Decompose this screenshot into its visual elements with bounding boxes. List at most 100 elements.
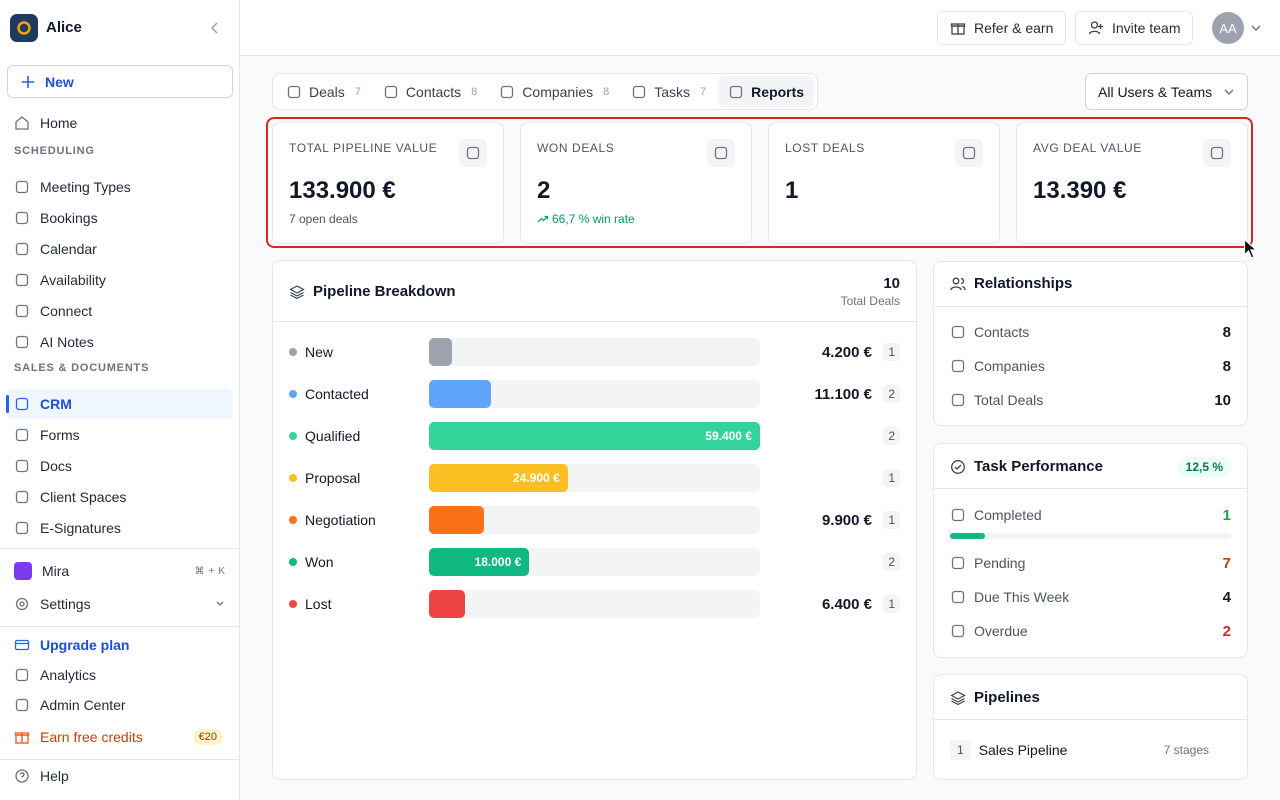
tasks-title: Task Performance — [974, 458, 1103, 475]
refer-button[interactable]: Refer & earn — [937, 11, 1067, 45]
nav-label: CRM — [40, 396, 72, 412]
upgrade[interactable]: Upgrade plan — [6, 630, 233, 660]
row-value: 10 — [1214, 391, 1231, 409]
assistant-name: Mira — [42, 563, 70, 579]
task-row: Due This Week 4 — [950, 585, 1231, 609]
icon — [15, 490, 29, 504]
tab[interactable]: Reports — [718, 76, 815, 107]
icon — [501, 85, 514, 98]
pipeline-row[interactable]: 1 Sales Pipeline 7 stages — [950, 738, 1231, 762]
icon — [287, 85, 301, 98]
invite-button[interactable]: Invite team — [1075, 11, 1194, 45]
nav-item[interactable]: Availability — [6, 265, 233, 295]
kpi-value: 13.390 € — [1033, 177, 1127, 204]
icon — [951, 325, 965, 339]
nav-label: AI Notes — [40, 334, 94, 350]
pipeline-title: Pipeline Breakdown — [313, 283, 456, 300]
icon — [1210, 146, 1224, 160]
icon — [15, 668, 29, 682]
nav-item[interactable]: Meeting Types — [6, 172, 233, 202]
stage-count: 1 — [883, 595, 900, 613]
stage-value: 24.900 € — [513, 471, 560, 485]
row-value: 7 — [1222, 554, 1231, 572]
kpi-value: 2 — [537, 177, 551, 204]
avatar[interactable]: AA — [1212, 12, 1244, 44]
row-value: 8 — [1222, 357, 1231, 375]
nav-item[interactable]: AI Notes — [6, 327, 233, 357]
kpi-card: TOTAL PIPELINE VALUE 133.900 € 7 open deal… — [272, 122, 504, 244]
new-button[interactable]: New — [7, 65, 233, 98]
relationships-card: Relationships Contacts 8 Companies 8 Total D… — [933, 261, 1248, 426]
bar-track — [429, 506, 760, 534]
nav-item[interactable]: Calendar — [6, 234, 233, 264]
stage-value: 59.400 € — [705, 429, 752, 443]
stage-dot — [289, 348, 297, 356]
stage-value: 11.100 € — [814, 386, 872, 403]
nav-item[interactable]: Home — [6, 108, 233, 138]
new-label: New — [45, 73, 74, 90]
tab[interactable]: Tasks 7 — [621, 76, 716, 107]
icon — [15, 698, 29, 712]
nav-item[interactable]: CRM — [6, 389, 233, 419]
filter-select[interactable]: All Users & Teams — [1085, 73, 1248, 110]
tab[interactable]: Deals 7 — [276, 76, 371, 107]
icon — [15, 211, 29, 225]
nav-label: E-Signatures — [40, 520, 121, 536]
stage-name: Qualified — [305, 428, 361, 444]
kpi-icon — [1203, 139, 1231, 167]
stage-name: Won — [305, 554, 334, 570]
nav-item[interactable]: Docs — [6, 451, 233, 481]
nav-label: Forms — [40, 427, 80, 443]
workspace-name[interactable]: Alice — [46, 19, 82, 36]
stage-name: Negotiation — [305, 512, 376, 528]
tab[interactable]: Companies 8 — [489, 76, 619, 107]
task-row: Overdue 2 — [950, 619, 1231, 643]
icon — [15, 304, 29, 318]
relationships-header: Relationships — [950, 275, 1072, 292]
stage-count: 1 — [883, 511, 900, 529]
stage-bar: 24.900 € — [429, 464, 568, 492]
nav-item[interactable]: Bookings — [6, 203, 233, 233]
earn-credits[interactable]: Earn free credits €20 — [6, 722, 233, 752]
bar-track — [429, 338, 760, 366]
row-label: Contacts — [974, 324, 1030, 340]
nav-scroll: Home SCHEDULING Meeting Types Bookings Cale… — [0, 108, 239, 548]
nav-label: Bookings — [40, 210, 98, 226]
assistant[interactable]: Mira ⌘ + K — [6, 556, 233, 586]
settings[interactable]: Settings — [6, 589, 233, 619]
total-deals-label: Total Deals — [840, 294, 900, 308]
nav-item[interactable]: Admin Center — [6, 690, 233, 720]
divider — [273, 321, 916, 322]
task-row: Completed 1 — [950, 503, 1231, 527]
section-title: SALES & DOCUMENTS — [14, 362, 150, 374]
total-deals: 10 — [883, 275, 900, 292]
tab[interactable]: Contacts 8 — [373, 76, 487, 107]
kpi-icon — [955, 139, 983, 167]
stage-value: 4.200 € — [821, 344, 872, 361]
pipelines-title: Pipelines — [974, 689, 1040, 706]
tab-label: Deals — [309, 83, 345, 100]
refer-label: Refer & earn — [974, 20, 1054, 36]
avatar-menu[interactable] — [1250, 22, 1262, 34]
nav-item[interactable]: Client Spaces — [6, 482, 233, 512]
highlight — [266, 117, 1253, 248]
kpi-label: AVG DEAL VALUE — [1033, 141, 1142, 155]
kpi-note-text: 66,7 % win rate — [552, 212, 635, 226]
nav-item[interactable]: Connect — [6, 296, 233, 326]
key: + — [208, 565, 215, 577]
help[interactable]: Help — [6, 761, 233, 791]
nav-item[interactable]: E-Signatures — [6, 513, 233, 543]
icon — [15, 428, 29, 442]
stage-dot — [289, 600, 297, 608]
nav-item[interactable]: Forms — [6, 420, 233, 450]
tab-count: 7 — [700, 85, 707, 98]
collapse[interactable] — [208, 21, 222, 35]
tab-label: Companies — [522, 83, 594, 100]
icon — [951, 359, 965, 373]
row-value: 1 — [1222, 506, 1231, 524]
nav-item[interactable]: Analytics — [6, 660, 233, 690]
divider — [934, 306, 1247, 307]
row-label: Pending — [974, 555, 1026, 571]
task-row: Pending 7 — [950, 551, 1231, 575]
stage-bar: 18.000 € — [429, 548, 530, 576]
